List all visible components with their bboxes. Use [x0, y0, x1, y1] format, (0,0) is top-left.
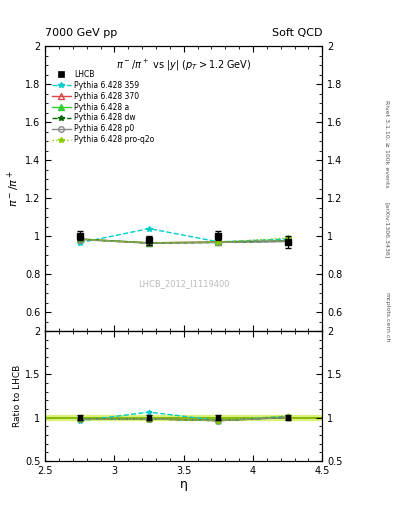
Text: mcplots.cern.ch: mcplots.cern.ch: [385, 292, 389, 343]
Y-axis label: Ratio to LHCB: Ratio to LHCB: [13, 365, 22, 427]
Text: Rivet 3.1.10, ≥ 100k events: Rivet 3.1.10, ≥ 100k events: [385, 99, 389, 187]
Text: Soft QCD: Soft QCD: [272, 28, 322, 38]
Text: [arXiv:1306.3436]: [arXiv:1306.3436]: [385, 202, 389, 259]
Text: 7000 GeV pp: 7000 GeV pp: [45, 28, 118, 38]
X-axis label: η: η: [180, 478, 188, 492]
Text: $\pi^-/\pi^+$ vs $|y|$ ($p_T > 1.2$ GeV): $\pi^-/\pi^+$ vs $|y|$ ($p_T > 1.2$ GeV): [116, 57, 252, 73]
Bar: [45, 415, 322, 420]
Text: LHCB_2012_I1119400: LHCB_2012_I1119400: [138, 280, 230, 288]
Y-axis label: $\pi^-/\pi^+$: $\pi^-/\pi^+$: [6, 170, 22, 207]
Legend: LHCB, Pythia 6.428 359, Pythia 6.428 370, Pythia 6.428 a, Pythia 6.428 dw, Pythi: LHCB, Pythia 6.428 359, Pythia 6.428 370…: [52, 70, 154, 144]
